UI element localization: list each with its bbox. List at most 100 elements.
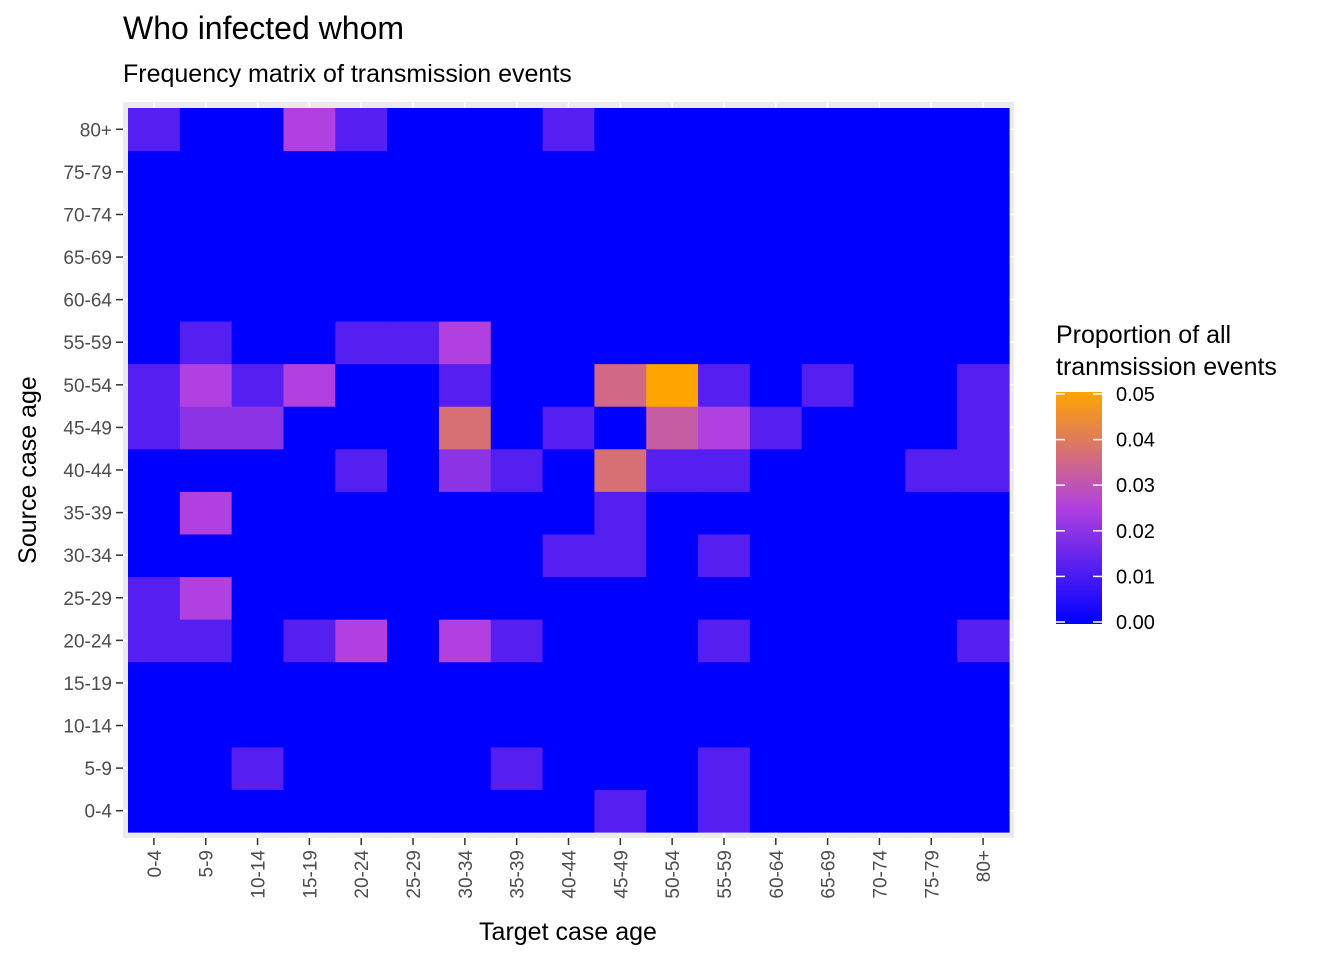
y-tick-label: 65-69 xyxy=(63,248,112,269)
heatmap-cell xyxy=(542,576,596,620)
heatmap-cell xyxy=(698,108,751,152)
heatmap-cell xyxy=(749,576,803,620)
heatmap-cell xyxy=(853,150,906,194)
heatmap-cell xyxy=(646,746,699,791)
y-axis: 0-4 5-9 10-14 15-19 20-24 25-29 30-34 35-39 40-4… xyxy=(63,120,123,823)
heatmap-cell xyxy=(853,746,906,791)
heatmap-cell xyxy=(853,789,906,833)
heatmap-cell xyxy=(698,150,751,194)
heatmap-cell xyxy=(905,661,958,705)
heatmap-cell xyxy=(128,235,181,279)
heatmap-cell xyxy=(646,619,699,663)
x-tick-label: 75-79 xyxy=(922,850,943,899)
heatmap-cell xyxy=(594,619,647,663)
heatmap-cell xyxy=(179,150,233,194)
heatmap-cell xyxy=(231,235,285,279)
heatmap-cell xyxy=(387,619,440,663)
heatmap-cell xyxy=(957,108,1010,152)
heatmap-cell xyxy=(179,406,233,450)
heatmap-cell xyxy=(594,704,647,748)
heatmap-cell xyxy=(801,278,855,322)
heatmap-cell xyxy=(646,789,699,833)
heatmap-cell xyxy=(853,320,906,365)
heatmap-cell xyxy=(128,704,181,748)
heatmap-cell xyxy=(698,619,751,663)
heatmap-cell xyxy=(749,448,803,492)
heatmap-cell xyxy=(335,746,388,791)
heatmap-cell xyxy=(594,406,647,450)
x-axis-title: Target case age xyxy=(479,918,657,946)
heatmap-cell xyxy=(957,448,1010,492)
heatmap-cell xyxy=(283,235,336,279)
heatmap-cell xyxy=(542,363,596,407)
heatmap-cell xyxy=(957,619,1010,663)
heatmap-cell xyxy=(283,448,336,492)
heatmap-cell xyxy=(387,363,440,407)
heatmap-cell xyxy=(231,448,285,492)
heatmap-cell xyxy=(438,150,492,194)
heatmap-cell xyxy=(128,108,181,152)
x-tick-label: 25-29 xyxy=(404,850,425,899)
heatmap-cell xyxy=(698,704,751,748)
heatmap-cell xyxy=(231,108,285,152)
heatmap-cell xyxy=(853,704,906,748)
heatmap-cell xyxy=(801,193,855,237)
x-tick-label: 5-9 xyxy=(197,850,218,877)
heatmap-cell xyxy=(905,320,958,365)
heatmap-cell xyxy=(646,491,699,535)
heatmap-cell xyxy=(231,746,285,791)
heatmap-cell xyxy=(438,235,492,279)
legend-tick-label: 0.00 xyxy=(1116,612,1155,634)
heatmap-cell xyxy=(490,491,544,535)
heatmap-cell xyxy=(335,193,388,237)
heatmap-cell xyxy=(594,363,647,407)
heatmap-cell xyxy=(594,491,647,535)
heatmap-cell xyxy=(957,278,1010,322)
heatmap-cell xyxy=(283,619,336,663)
heatmap-cell xyxy=(698,448,751,492)
heatmap-cell xyxy=(801,491,855,535)
heatmap-cell xyxy=(853,406,906,450)
heatmap-cell xyxy=(283,363,336,407)
heatmap-cell xyxy=(283,746,336,791)
heatmap-cell xyxy=(698,193,751,237)
heatmap-cell xyxy=(128,278,181,322)
heatmap-cell xyxy=(594,193,647,237)
heatmap-cell xyxy=(128,193,181,237)
heatmap-cell xyxy=(438,661,492,705)
heatmap-cell xyxy=(542,746,596,791)
heatmap-cell xyxy=(957,704,1010,748)
heatmap-cell xyxy=(957,193,1010,237)
heatmap-cell xyxy=(335,363,388,407)
heatmap-cell xyxy=(283,278,336,322)
heatmap-cell xyxy=(335,789,388,833)
heatmap-cell xyxy=(335,278,388,322)
heatmap-cell xyxy=(905,150,958,194)
heatmap-cell xyxy=(801,661,855,705)
heatmap-cell xyxy=(490,406,544,450)
y-tick-label: 30-34 xyxy=(63,546,112,567)
heatmap-cell xyxy=(957,746,1010,791)
legend: Proportion of all tranmsission events 0.… xyxy=(1056,321,1277,634)
x-tick-label: 70-74 xyxy=(870,850,891,899)
heatmap-cell xyxy=(957,789,1010,833)
heatmap-cell xyxy=(646,661,699,705)
heatmap-cell xyxy=(646,150,699,194)
heatmap-cell xyxy=(438,576,492,620)
heatmap-cell xyxy=(438,746,492,791)
heatmap-cell xyxy=(128,150,181,194)
heatmap-cell xyxy=(646,278,699,322)
heatmap-cell xyxy=(335,576,388,620)
chart-title: Who infected whom xyxy=(123,10,405,46)
heatmap-cell xyxy=(387,491,440,535)
legend-tick-label: 0.05 xyxy=(1116,384,1155,406)
heatmap-cell xyxy=(283,193,336,237)
heatmap-cell xyxy=(801,235,855,279)
heatmap-cell xyxy=(335,661,388,705)
legend-tick-label: 0.03 xyxy=(1116,475,1155,497)
heatmap-cell xyxy=(387,235,440,279)
y-tick-label: 55-59 xyxy=(63,333,112,354)
heatmap-cell xyxy=(646,448,699,492)
heatmap-cell xyxy=(387,576,440,620)
heatmap-cell xyxy=(387,108,440,152)
